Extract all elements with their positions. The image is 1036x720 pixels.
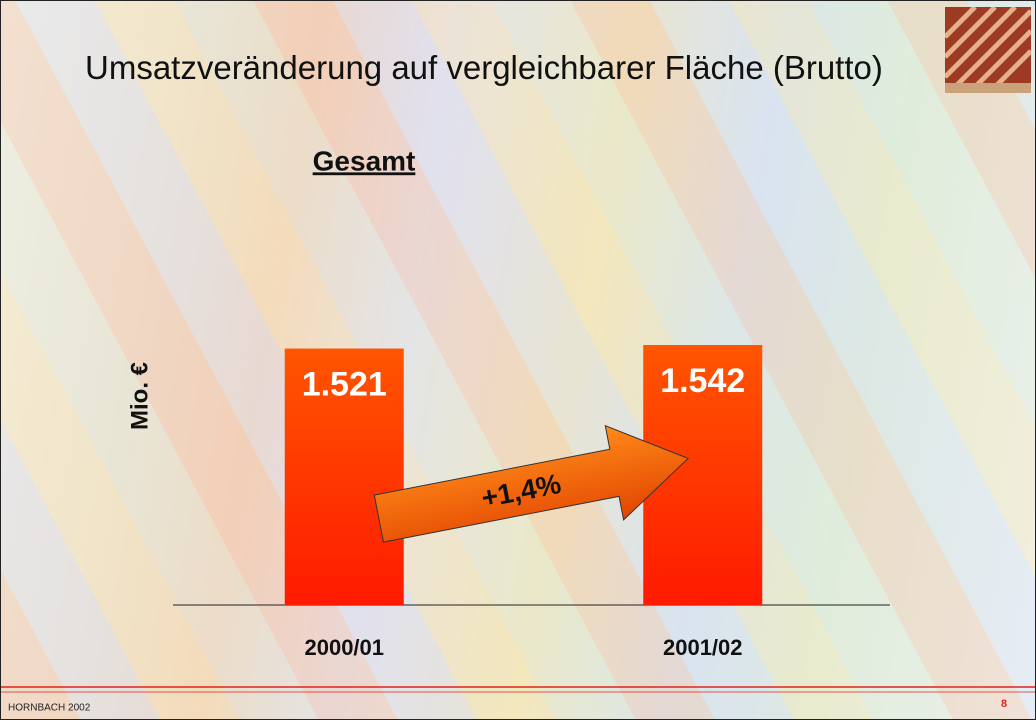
y-axis-label: Mio. € — [126, 362, 153, 430]
footer-text: HORNBACH 2002 — [8, 703, 91, 714]
chart: Gesamt Mio. € 1.5212000/011.5422001/02 +… — [1, 1, 1035, 719]
slide: Umsatzveränderung auf vergleichbarer Flä… — [0, 0, 1036, 720]
value-label: 1.542 — [660, 362, 745, 400]
x-tick-label: 2001/02 — [663, 635, 743, 660]
value-label: 1.521 — [302, 366, 387, 404]
page-number: 8 — [1001, 698, 1007, 710]
chart-subtitle: Gesamt — [313, 145, 416, 176]
x-tick-label: 2000/01 — [304, 635, 384, 660]
